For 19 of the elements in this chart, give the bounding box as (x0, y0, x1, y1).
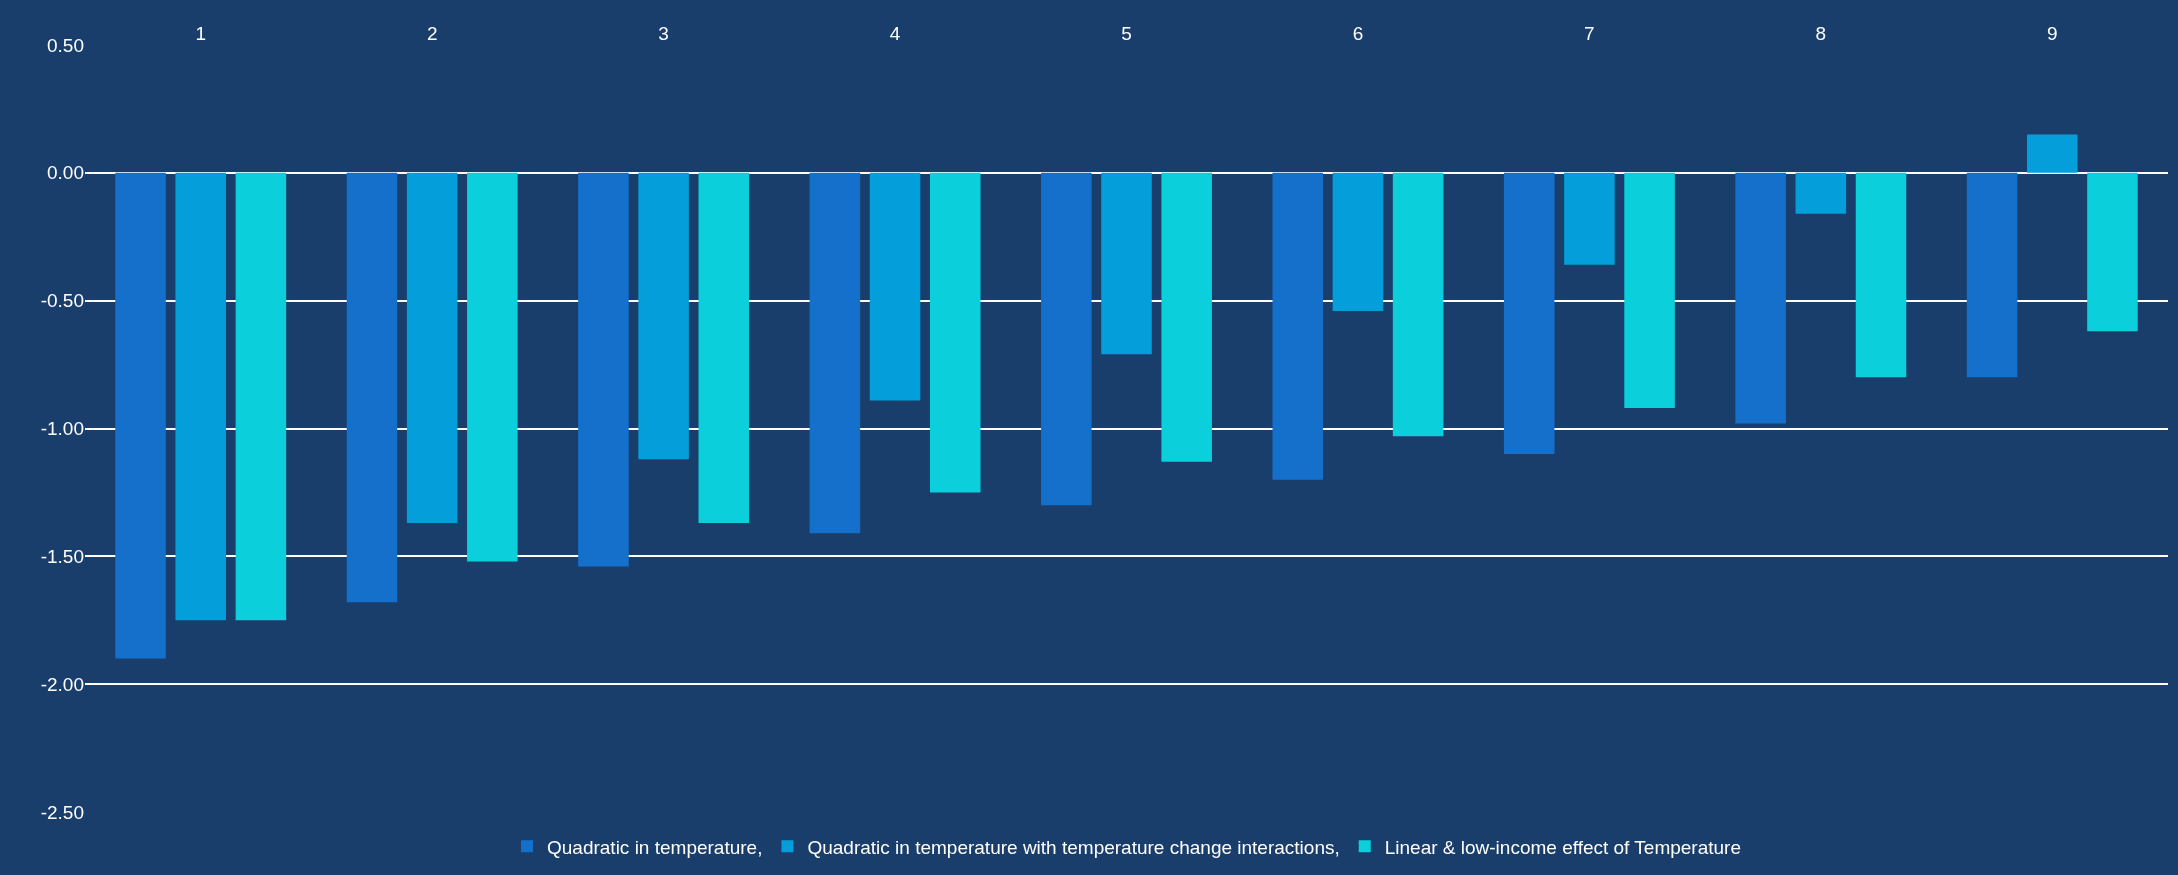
x-tick-label: 3 (658, 23, 669, 45)
y-tick-label: -1.00 (40, 418, 84, 440)
x-tick-label: 6 (1352, 23, 1364, 45)
x-tick-label: 5 (1121, 23, 1132, 45)
x-tick-label: 4 (889, 23, 901, 45)
y-tick-label: 0.50 (47, 34, 84, 56)
legend-label: Quadratic in temperature, (547, 836, 763, 858)
y-tick-label: 0.00 (47, 162, 84, 184)
legend-label: Quadratic in temperature with temperature change interactions, (807, 836, 1340, 858)
legend-label: Linear & low-income effect of Temperature (1384, 836, 1741, 858)
x-tick-label: 1 (195, 23, 207, 45)
y-tick-label: -2.00 (40, 673, 84, 695)
x-tick-label: 8 (1815, 23, 1827, 45)
x-tick-label: 7 (1584, 23, 1595, 45)
y-tick-label: -1.50 (40, 545, 84, 567)
x-tick-label: 2 (426, 23, 438, 45)
x-tick-label: 9 (2046, 23, 2058, 45)
y-tick-label: -0.50 (40, 290, 84, 312)
y-tick-label: -2.50 (40, 801, 84, 823)
